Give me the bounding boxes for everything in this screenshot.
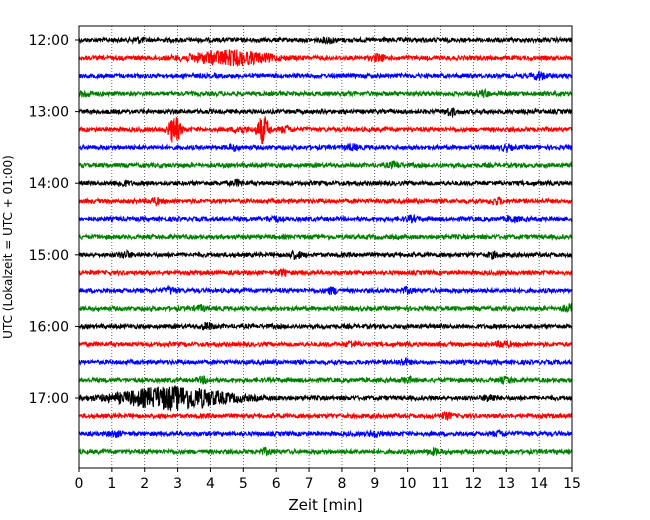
seismic-trace [78,107,573,119]
seismic-traces [78,35,573,457]
y-tick-label: 17:00 [29,391,69,407]
plot-frame [78,25,573,469]
seismic-trace [78,116,573,145]
x-tick-label: 11 [432,476,450,492]
x-tick-label: 1 [107,476,116,492]
x-axis-ticks: 0 1 2 3 4 5 6 7 8 9 10 11 12 13 14 15 [75,468,581,492]
seismic-trace [78,338,573,350]
seismic-trace [78,196,573,208]
x-tick-label: 8 [337,476,346,492]
x-tick-label: 12 [464,476,482,492]
y-tick-label: 15:00 [29,248,69,264]
x-tick-label: 4 [206,476,215,492]
x-tick-label: 15 [563,476,581,492]
seismic-trace [78,49,573,67]
seismic-trace [78,232,573,242]
seismic-trace [78,321,573,331]
seismic-trace [78,410,573,421]
x-tick-label: 5 [239,476,248,492]
seismic-trace [78,70,573,81]
seismic-trace [78,428,573,438]
seismic-trace [78,35,573,45]
seismic-trace [78,160,573,170]
y-tick-label: 14:00 [29,176,69,192]
x-tick-label: 9 [370,476,379,492]
seismic-trace [78,178,573,188]
x-tick-label: 2 [140,476,149,492]
y-tick-label: 13:00 [29,105,69,121]
seismic-trace [78,248,573,260]
x-tick-label: 10 [399,476,417,492]
x-tick-label: 3 [173,476,182,492]
x-tick-label: 13 [497,476,515,492]
seismic-trace [78,302,573,313]
x-tick-label: 6 [272,476,281,492]
seismic-trace [78,385,573,413]
seismic-trace [78,375,573,386]
x-tick-label: 0 [75,476,84,492]
seismic-trace [78,267,573,277]
seismic-trace [78,446,573,457]
y-axis-label: UTC (Lokalzeit = UTC + 01:00) [1,155,15,339]
seismic-trace [78,213,573,224]
x-tick-label: 7 [305,476,314,492]
seismic-trace [78,87,573,99]
y-tick-label: 12:00 [29,33,69,49]
seismic-trace [78,142,573,154]
y-axis-ticks: 12:00 13:00 14:00 15:00 16:00 17:00 [29,33,79,407]
x-tick-label: 14 [530,476,548,492]
x-axis-label: Zeit [min] [288,496,362,514]
seismic-trace [78,357,573,367]
seismic-trace [78,284,573,296]
y-tick-label: 16:00 [29,319,69,335]
